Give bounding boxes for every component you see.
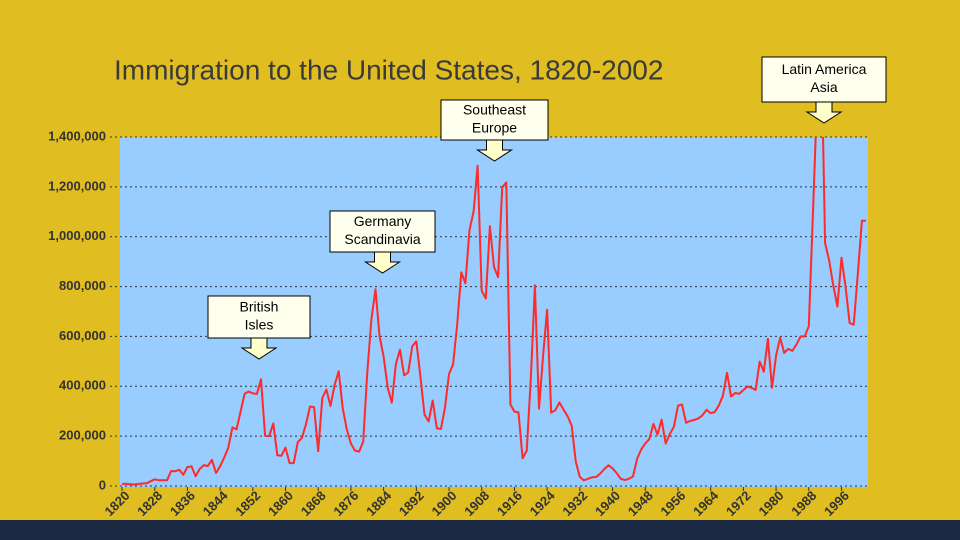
callout-box — [207, 295, 311, 339]
callout-text: Isles — [245, 317, 274, 333]
callout-arrow — [240, 337, 278, 360]
callout-box — [761, 56, 887, 103]
chart-title: Immigration to the United States, 1820-2… — [114, 54, 663, 85]
callout-arrow — [475, 139, 514, 162]
callout-box — [329, 210, 436, 253]
callout-text: Germany — [354, 213, 412, 229]
callout-arrow — [363, 251, 402, 274]
callout-text: Southeast — [463, 102, 526, 118]
footer-bar — [0, 520, 960, 540]
callout-arrow — [805, 101, 843, 124]
y-tick-label: 600,000 — [59, 328, 106, 343]
y-tick-label: 0 — [99, 477, 106, 492]
callout-text: Asia — [810, 79, 837, 95]
y-tick-label: 800,000 — [59, 278, 106, 293]
y-tick-label: 400,000 — [59, 378, 106, 393]
callout-text: Latin America — [782, 61, 867, 77]
y-tick-label: 1,400,000 — [48, 128, 106, 143]
y-tick-label: 1,000,000 — [48, 228, 106, 243]
callout-box — [440, 99, 549, 141]
callout-text: Europe — [472, 120, 517, 136]
callout-text: British — [240, 299, 279, 315]
y-tick-label: 1,200,000 — [48, 178, 106, 193]
callout-text: Scandinavia — [344, 231, 420, 247]
series-line — [121, 137, 866, 486]
y-tick-label: 200,000 — [59, 428, 106, 443]
